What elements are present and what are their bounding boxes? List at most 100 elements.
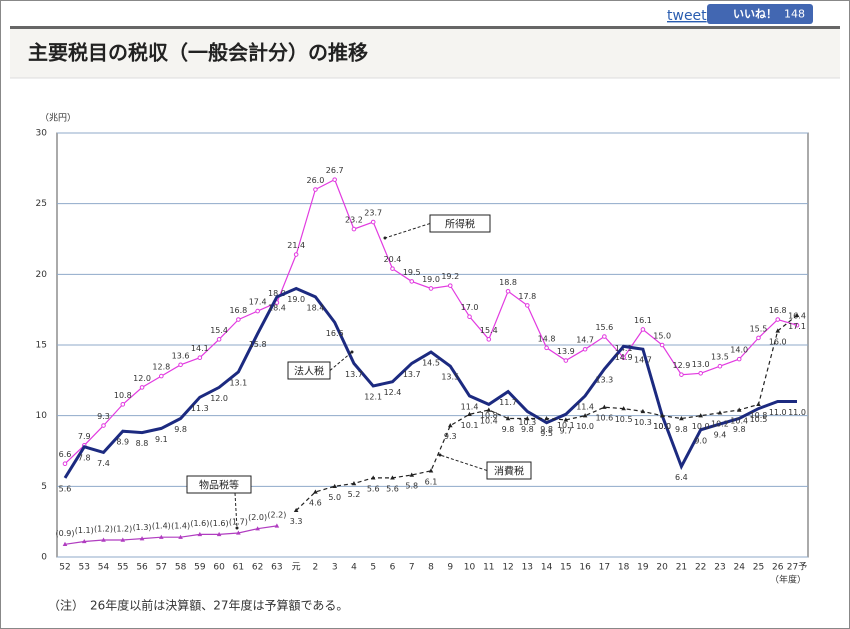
point (679, 372, 684, 377)
tweet-link[interactable]: tweet (667, 8, 707, 24)
point (236, 530, 241, 535)
data-label: 19.2 (441, 272, 459, 281)
x-tick-label: 15 (560, 563, 571, 573)
x-tick-label: 54 (98, 563, 110, 573)
callout-tip (350, 350, 354, 354)
data-label: 10.6 (595, 414, 613, 423)
data-label: 5.2 (348, 490, 361, 499)
data-label: 23.2 (345, 216, 363, 225)
data-label: 5.6 (367, 484, 380, 493)
point (544, 345, 549, 351)
point (293, 252, 299, 257)
y-tick-label: 25 (36, 199, 47, 209)
x-tick-label: 7 (409, 563, 415, 573)
point (139, 536, 145, 541)
point (390, 266, 395, 271)
point (467, 411, 472, 416)
x-tick-label: 22 (695, 563, 706, 573)
point (159, 373, 164, 379)
point (409, 472, 415, 477)
data-label: 9.8 (174, 425, 187, 434)
point (313, 187, 318, 192)
data-label: 12.0 (133, 374, 151, 383)
data-label: 16.8 (229, 306, 247, 315)
x-tick-label: 10 (464, 563, 476, 573)
point (370, 219, 376, 225)
point (159, 534, 164, 539)
data-label: 17.1 (788, 322, 806, 331)
point (120, 537, 126, 542)
x-tick-label: 3 (332, 563, 338, 573)
callout-box (429, 214, 491, 233)
data-label: 19.5 (403, 268, 421, 277)
point (428, 286, 434, 291)
data-label: 16.8 (769, 306, 787, 315)
x-tick-label: 19 (637, 563, 649, 573)
point (255, 526, 260, 531)
data-label: 9.7 (559, 426, 572, 435)
point (101, 423, 106, 428)
point (736, 356, 742, 362)
data-label: 10.4 (730, 417, 748, 426)
data-label: 10.5 (615, 415, 633, 424)
legend-label: 消費税 (494, 465, 524, 478)
like-button[interactable] (707, 4, 813, 24)
point (216, 337, 222, 342)
point (563, 358, 569, 363)
data-label: 13.1 (229, 378, 247, 387)
x-tick-label: 56 (136, 563, 148, 573)
callout-tip (438, 453, 442, 457)
data-label: 5.0 (328, 493, 341, 502)
data-label: 5.6 (386, 484, 399, 493)
callout-box (287, 361, 331, 380)
data-label: 5.6 (59, 484, 72, 493)
point (525, 415, 530, 421)
point (236, 317, 241, 322)
x-tick-label: 58 (175, 563, 187, 573)
point (62, 541, 68, 546)
point (563, 417, 569, 422)
point (602, 404, 607, 409)
point (332, 483, 337, 489)
point (293, 507, 299, 513)
data-label: 10.0 (653, 422, 671, 431)
data-label: (0.9) (56, 529, 75, 538)
data-label: 13.5 (441, 373, 459, 382)
point (467, 314, 472, 320)
point (447, 423, 453, 428)
point (640, 327, 646, 332)
title-bar (10, 29, 840, 78)
legend-label: 物品税等 (199, 479, 239, 492)
data-label: 19.0 (422, 275, 440, 284)
note: （注） 26年度以前は決算額、27年度は予算額である。 (48, 598, 348, 613)
data-label: 10.8 (480, 411, 498, 420)
data-label: 12.8 (152, 363, 170, 372)
point (216, 531, 222, 537)
unit-label: （兆円） (40, 113, 76, 124)
like-label[interactable]: いいね！ (733, 8, 777, 21)
callout-tip (383, 236, 387, 240)
data-label: 10.3 (634, 418, 652, 427)
x-tick-label: 2 (313, 563, 319, 573)
data-label: (2.2) (267, 510, 286, 519)
data-label: 10.0 (653, 422, 671, 431)
x-tick-label: 4 (351, 563, 357, 573)
point (351, 226, 357, 232)
point (505, 415, 511, 421)
x-tick-label: 63 (271, 563, 282, 573)
data-label: 13.9 (557, 347, 575, 356)
x-tick-label: 23 (714, 563, 725, 573)
data-label: 11.0 (788, 408, 806, 417)
y-tick-label: 0 (41, 553, 47, 563)
data-label: 15.4 (480, 326, 498, 335)
data-label: 9.5 (540, 429, 553, 438)
data-label: 12.0 (210, 394, 228, 403)
point (486, 337, 492, 342)
point (544, 415, 549, 421)
callout-arrow (384, 223, 431, 239)
data-label: 9.4 (714, 431, 727, 440)
point (621, 406, 626, 411)
point (582, 346, 588, 352)
x-tick-label: 5 (370, 563, 376, 573)
